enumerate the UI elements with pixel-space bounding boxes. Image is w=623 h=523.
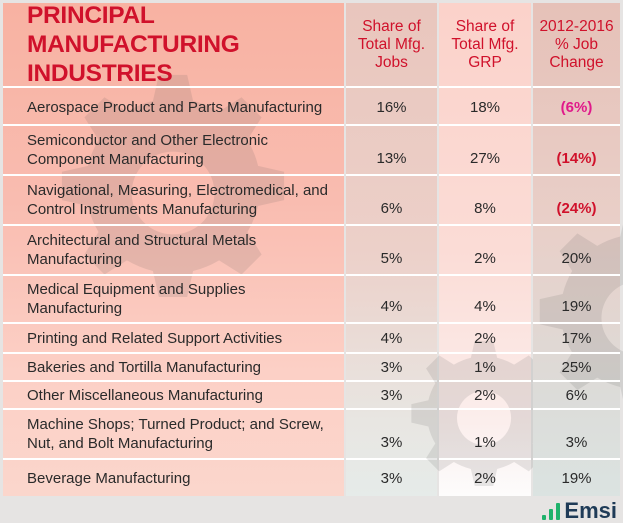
grp-cell: 1% [439,410,531,460]
industry-cell: Semiconductor and Other Electronic Compo… [3,126,344,176]
change-value: 19% [561,469,592,487]
change-value: (6%) [560,98,593,116]
industry-value: Bakeries and Tortilla Manufacturing [27,358,262,376]
jobs-cell: 3% [346,382,437,410]
bars-icon [542,502,561,520]
industry-cell: Other Miscellaneous Manufacturing [3,382,344,410]
jobs-cell: 13% [346,126,437,176]
industry-value: Other Miscellaneous Manufacturing [27,386,263,404]
jobs-value: 5% [380,250,403,267]
industry-cell: Beverage Manufacturing [3,460,344,496]
change-cell: 20% [533,226,620,276]
grp-value: 2% [474,386,496,404]
change-value: 20% [561,250,592,267]
industry-column: PRINCIPAL MANUFACTURING INDUSTRIES Aeros… [3,2,344,496]
change-cell: 19% [533,460,620,496]
industry-cell: Architectural and Structural Metals Manu… [3,226,344,276]
change-value: (24%) [556,200,597,217]
industry-value: Medical Equipment and Supplies Manufactu… [27,281,246,317]
jobs-value: 6% [380,200,403,217]
grp-value: 2% [474,250,496,267]
jobs-cell: 5% [346,226,437,276]
industry-cell: Navigational, Measuring, Electromedical,… [3,176,344,226]
industry-value: Architectural and Structural Metals Manu… [27,232,257,268]
grp-cell: 18% [439,90,531,126]
logo-text: Emsi [564,498,617,523]
industry-value: Semiconductor and Other Electronic Compo… [27,132,268,168]
jobs-column: Share of Total Mfg. Jobs 16% 13% 6% 5% 4% 4% 3… [346,3,437,496]
industries-table: PRINCIPAL MANUFACTURING INDUSTRIES Aeros… [3,2,623,496]
jobs-cell: 16% [346,90,437,126]
change-cell: (14%) [533,126,620,176]
grp-value: 27% [469,150,501,167]
change-cell: (6%) [533,90,620,126]
grp-cell: 8% [439,176,531,226]
industry-cell: Medical Equipment and Supplies Manufactu… [3,276,344,324]
change-value: 17% [561,329,592,347]
grp-cell: 2% [439,324,531,354]
industry-value: Aerospace Product and Parts Manufacturin… [27,98,323,116]
change-value: 25% [561,358,592,376]
grp-cell: 2% [439,382,531,410]
grp-value: 2% [474,329,496,347]
change-value: 19% [561,298,592,315]
jobs-value: 3% [380,358,403,376]
industry-value: Beverage Manufacturing [27,469,191,487]
grp-value: 2% [474,469,496,487]
jobs-value: 13% [376,150,407,167]
grp-value: 1% [474,358,496,376]
grp-cell: 2% [439,226,531,276]
emsi-logo: Emsi [542,500,617,522]
grp-cell: 27% [439,126,531,176]
change-cell: 19% [533,276,620,324]
jobs-cell: 3% [346,354,437,382]
grp-value: 4% [474,298,496,315]
change-header: 2012-2016 % Job Change [533,3,620,88]
change-cell: 25% [533,354,620,382]
jobs-cell: 3% [346,410,437,460]
grp-header: Share of Total Mfg. GRP [439,3,531,88]
change-value: (14%) [556,150,597,167]
jobs-cell: 4% [346,276,437,324]
jobs-cell: 6% [346,176,437,226]
jobs-value: 16% [376,98,407,116]
jobs-header: Share of Total Mfg. Jobs [346,3,437,88]
change-column: 2012-2016 % Job Change (6%) (14%) (24%) 20%… [533,3,623,496]
change-cell: 3% [533,410,620,460]
grp-value: 1% [474,434,496,451]
grp-value: 18% [469,98,501,116]
jobs-value: 3% [380,386,403,404]
grp-cell: 1% [439,354,531,382]
industry-cell: Bakeries and Tortilla Manufacturing [3,354,344,382]
change-cell: 6% [533,382,620,410]
industry-value: Printing and Related Support Activities [27,329,283,347]
industry-value: Navigational, Measuring, Electromedical,… [27,182,328,218]
grp-value: 8% [474,200,496,217]
jobs-value: 3% [380,469,403,487]
jobs-cell: 4% [346,324,437,354]
jobs-value: 4% [380,329,403,347]
jobs-value: 3% [380,434,403,451]
grp-cell: 4% [439,276,531,324]
industry-value: Machine Shops; Turned Product; and Screw… [27,416,324,452]
table-title: PRINCIPAL MANUFACTURING INDUSTRIES [3,2,344,88]
change-value: 3% [565,434,588,451]
industry-cell: Machine Shops; Turned Product; and Screw… [3,410,344,460]
change-cell: (24%) [533,176,620,226]
industry-cell: Aerospace Product and Parts Manufacturin… [3,90,344,126]
jobs-value: 4% [380,298,403,315]
change-value: 6% [565,386,588,404]
grp-cell: 2% [439,460,531,496]
jobs-cell: 3% [346,460,437,496]
grp-column: Share of Total Mfg. GRP 18% 27% 8% 2% 4% 2% 1%… [411,3,557,496]
change-cell: 17% [533,324,620,354]
industry-cell: Printing and Related Support Activities [3,324,344,354]
